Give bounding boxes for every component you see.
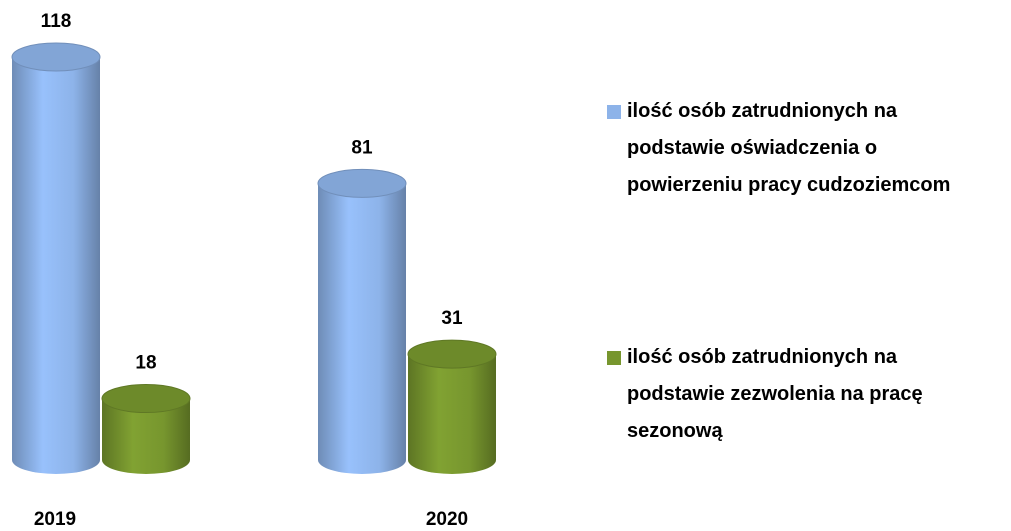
- value-label: 31: [441, 308, 463, 329]
- bar-top: [11, 42, 101, 72]
- legend-item: ilość osób zatrudnionych na podstawie ze…: [607, 339, 987, 450]
- legend-label: ilość osób zatrudnionych na podstawie oś…: [627, 100, 951, 196]
- x-tick-label: 2020: [426, 509, 468, 530]
- legend-swatch: [607, 105, 621, 119]
- bar: [12, 57, 100, 474]
- bar: [318, 183, 406, 474]
- value-label: 118: [41, 11, 72, 32]
- legend-label: ilość osób zatrudnionych na podstawie ze…: [627, 346, 923, 442]
- value-label: 18: [135, 353, 156, 374]
- bar: [408, 354, 496, 474]
- legend-swatch: [607, 351, 621, 365]
- bar: [102, 398, 190, 474]
- bar-top: [407, 339, 497, 369]
- value-label: 81: [351, 137, 373, 158]
- bar-top: [317, 168, 407, 198]
- bar-top: [101, 384, 191, 414]
- x-tick-label: 2019: [34, 509, 76, 530]
- legend-item: ilość osób zatrudnionych na podstawie oś…: [607, 93, 987, 204]
